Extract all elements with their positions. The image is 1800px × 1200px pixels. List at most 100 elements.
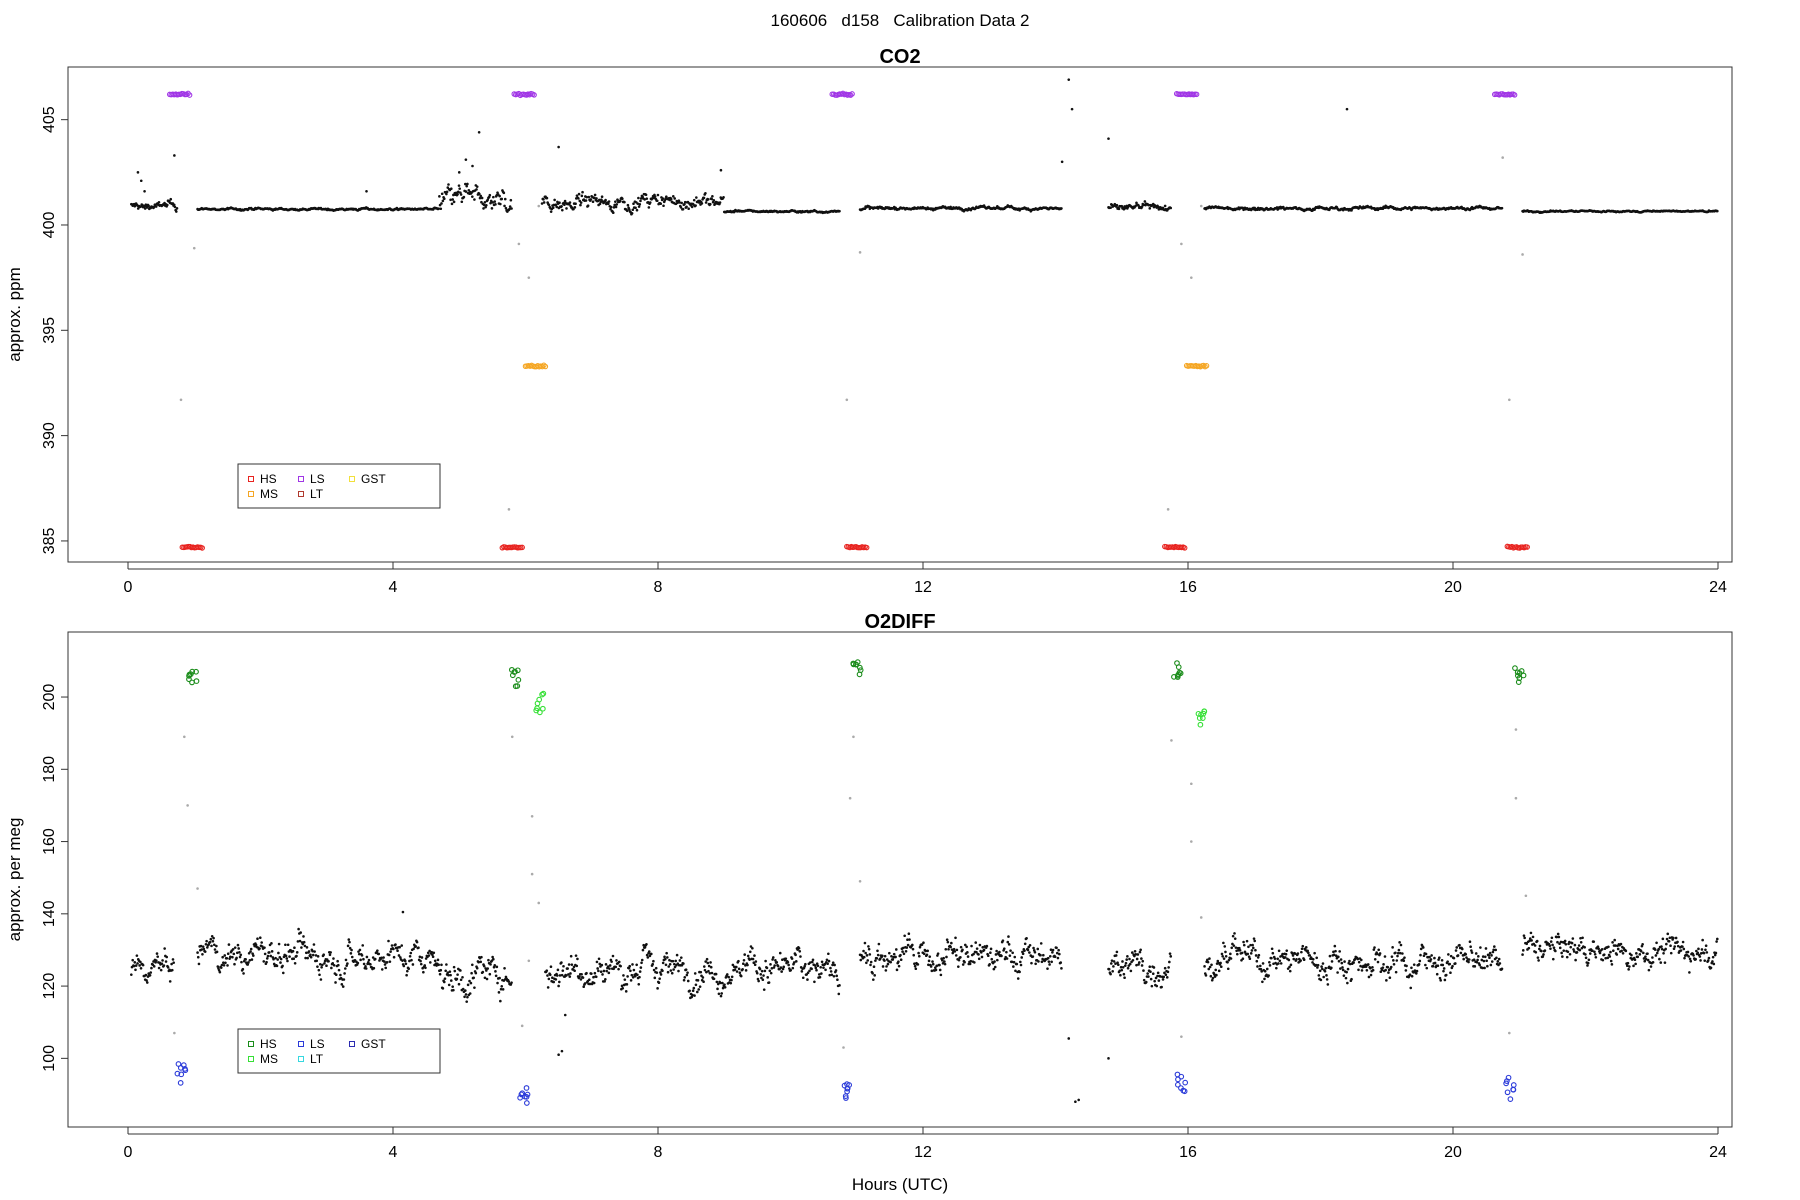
data-point — [458, 187, 461, 190]
data-point — [606, 965, 610, 968]
cal-point — [1512, 665, 1518, 671]
data-point — [1373, 958, 1377, 961]
x-tick-label: 12 — [914, 579, 932, 596]
data-point — [1357, 968, 1360, 972]
data-point — [1699, 959, 1702, 962]
data-point — [317, 968, 321, 972]
data-point — [746, 963, 749, 967]
transition-point — [530, 872, 534, 876]
data-point — [1140, 964, 1144, 967]
data-point — [239, 953, 243, 957]
data-point — [1669, 951, 1673, 955]
data-point — [1125, 958, 1128, 961]
data-point — [1074, 1100, 1077, 1104]
data-point — [1422, 954, 1426, 958]
data-point — [692, 986, 696, 990]
data-point — [703, 968, 707, 972]
data-point — [1261, 980, 1264, 984]
data-point — [491, 201, 494, 204]
data-point — [1155, 984, 1159, 988]
data-point — [989, 947, 993, 951]
data-point — [1714, 951, 1718, 955]
data-point — [325, 964, 328, 968]
data-point — [558, 201, 561, 204]
cal-point — [1175, 1076, 1181, 1083]
data-point — [803, 965, 806, 968]
data-point — [1569, 945, 1573, 949]
data-point — [1715, 940, 1718, 943]
cal-point — [540, 705, 546, 712]
data-point — [424, 966, 427, 970]
data-point — [295, 954, 298, 958]
data-point — [510, 207, 513, 210]
data-point — [493, 964, 497, 967]
data-point — [141, 203, 144, 207]
data-point — [735, 965, 738, 969]
data-point — [144, 973, 148, 977]
data-point — [1135, 963, 1138, 967]
data-point — [1005, 950, 1008, 954]
data-point — [1428, 955, 1431, 959]
data-point — [497, 991, 501, 994]
data-point — [488, 972, 492, 976]
data-point — [782, 965, 786, 969]
data-point — [211, 939, 215, 943]
data-point — [1669, 944, 1672, 948]
data-point — [905, 946, 909, 949]
data-point — [297, 927, 300, 931]
data-point — [401, 959, 404, 962]
data-point — [611, 211, 615, 215]
data-point — [1558, 942, 1561, 946]
data-point — [322, 953, 325, 957]
data-point — [342, 978, 346, 981]
data-point — [760, 976, 763, 980]
transition-series — [173, 728, 1528, 1049]
data-point — [169, 197, 173, 201]
data-point — [1619, 942, 1623, 946]
data-point — [826, 962, 829, 966]
data-point — [357, 952, 361, 956]
data-point — [600, 195, 604, 198]
data-point — [440, 202, 443, 205]
data-point — [238, 950, 241, 954]
data-point — [671, 195, 675, 198]
data-point — [457, 982, 461, 986]
data-point — [1109, 962, 1113, 965]
data-point — [1481, 955, 1485, 958]
data-point — [623, 978, 627, 981]
data-point — [679, 956, 683, 959]
cal-series-ls — [166, 90, 1518, 99]
data-point — [1389, 965, 1393, 969]
data-point — [947, 947, 950, 951]
cal-point — [189, 679, 195, 686]
data-point — [808, 961, 812, 964]
data-point — [769, 971, 773, 975]
data-point — [464, 190, 468, 193]
data-point — [1271, 951, 1275, 955]
data-point — [1418, 959, 1422, 963]
data-point — [657, 981, 661, 985]
data-point — [309, 953, 312, 957]
data-point — [1538, 947, 1541, 951]
data-point — [661, 961, 665, 965]
cal-point — [850, 661, 857, 668]
data-point — [665, 195, 668, 198]
data-point — [1449, 954, 1453, 958]
data-point — [277, 951, 280, 955]
ambient-series — [130, 78, 1719, 216]
data-point — [1215, 973, 1218, 977]
data-point — [635, 963, 638, 967]
cal-point — [193, 678, 200, 684]
data-point — [1169, 955, 1173, 958]
data-point — [763, 969, 767, 973]
data-point — [1490, 960, 1494, 963]
data-point — [561, 208, 564, 212]
cal-point — [523, 1100, 530, 1106]
data-point — [304, 956, 307, 960]
data-point — [464, 993, 468, 996]
data-point — [1537, 959, 1540, 962]
data-point — [1616, 947, 1620, 951]
data-point — [337, 968, 341, 972]
data-point — [155, 952, 159, 955]
data-point — [197, 962, 201, 966]
